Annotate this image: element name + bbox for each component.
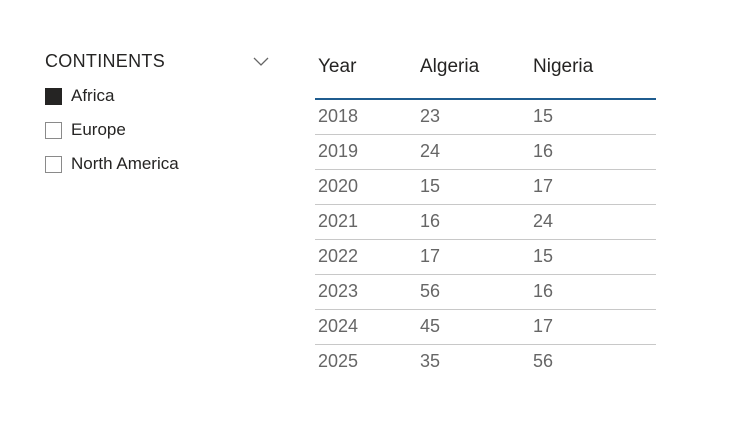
- table-row: 2019 24 16: [315, 134, 656, 170]
- slicer-item-north-america[interactable]: North America: [45, 147, 271, 181]
- checkbox-africa[interactable]: [45, 87, 62, 105]
- slicer-title: CONTINENTS: [45, 50, 165, 71]
- cell-algeria: 17: [417, 239, 530, 275]
- data-table: Year Algeria Nigeria 2018 23 15 2019 24 …: [315, 50, 656, 379]
- cell-year: 2021: [315, 204, 417, 240]
- table-row: 2024 45 17: [315, 309, 656, 345]
- slicer-item-label: Africa: [71, 86, 115, 105]
- cell-year: 2019: [315, 134, 417, 170]
- cell-year: 2020: [315, 169, 417, 205]
- cell-nigeria: 15: [530, 239, 656, 275]
- slicer-item-europe[interactable]: Europe: [45, 113, 271, 147]
- slicer-header: CONTINENTS: [45, 46, 271, 76]
- cell-year: 2022: [315, 239, 417, 275]
- checkbox-europe[interactable]: [45, 121, 62, 139]
- cell-nigeria: 16: [530, 274, 656, 310]
- table-row: 2021 16 24: [315, 204, 656, 240]
- slicer-item-label: Europe: [71, 120, 126, 139]
- table-row: 2023 56 16: [315, 274, 656, 310]
- slicer-item-label: North America: [71, 154, 179, 173]
- cell-algeria: 35: [420, 351, 441, 372]
- table-row: 2020 15 17: [315, 169, 656, 205]
- cell-algeria: 16: [417, 204, 530, 240]
- cell-year: 2025: [318, 351, 359, 372]
- cell-year: 2018: [315, 99, 417, 135]
- cell-nigeria: 16: [530, 134, 656, 170]
- data-table-visual: Year Algeria Nigeria 2018 23 15 2019 24 …: [315, 50, 656, 379]
- cell-algeria: 23: [417, 99, 530, 135]
- table-row: 2025 35 56: [315, 344, 656, 379]
- table-row: 2022 17 15: [315, 239, 656, 275]
- cell-nigeria: 17: [530, 169, 656, 205]
- cell-nigeria: 56: [533, 351, 554, 372]
- cell-year: 2024: [315, 309, 417, 345]
- column-header-year[interactable]: Year: [315, 50, 417, 100]
- cell-nigeria: 17: [530, 309, 656, 345]
- slicer-item-list: Africa Europe North America: [45, 79, 271, 181]
- continents-slicer: CONTINENTS Africa Europe North America: [45, 46, 271, 181]
- cell-nigeria: 15: [530, 99, 656, 135]
- cell-algeria: 15: [417, 169, 530, 205]
- cell-algeria: 24: [417, 134, 530, 170]
- column-header-nigeria[interactable]: Nigeria: [530, 50, 656, 100]
- cell-algeria: 56: [417, 274, 530, 310]
- cell-year: 2023: [315, 274, 417, 310]
- checkbox-north-america[interactable]: [45, 155, 62, 173]
- slicer-item-africa[interactable]: Africa: [45, 79, 271, 113]
- column-header-algeria[interactable]: Algeria: [417, 50, 530, 100]
- table-header-row: Year Algeria Nigeria: [315, 50, 656, 100]
- chevron-down-icon[interactable]: [251, 55, 271, 68]
- cell-algeria: 45: [417, 309, 530, 345]
- cell-nigeria: 24: [530, 204, 656, 240]
- table-row: 2018 23 15: [315, 99, 656, 135]
